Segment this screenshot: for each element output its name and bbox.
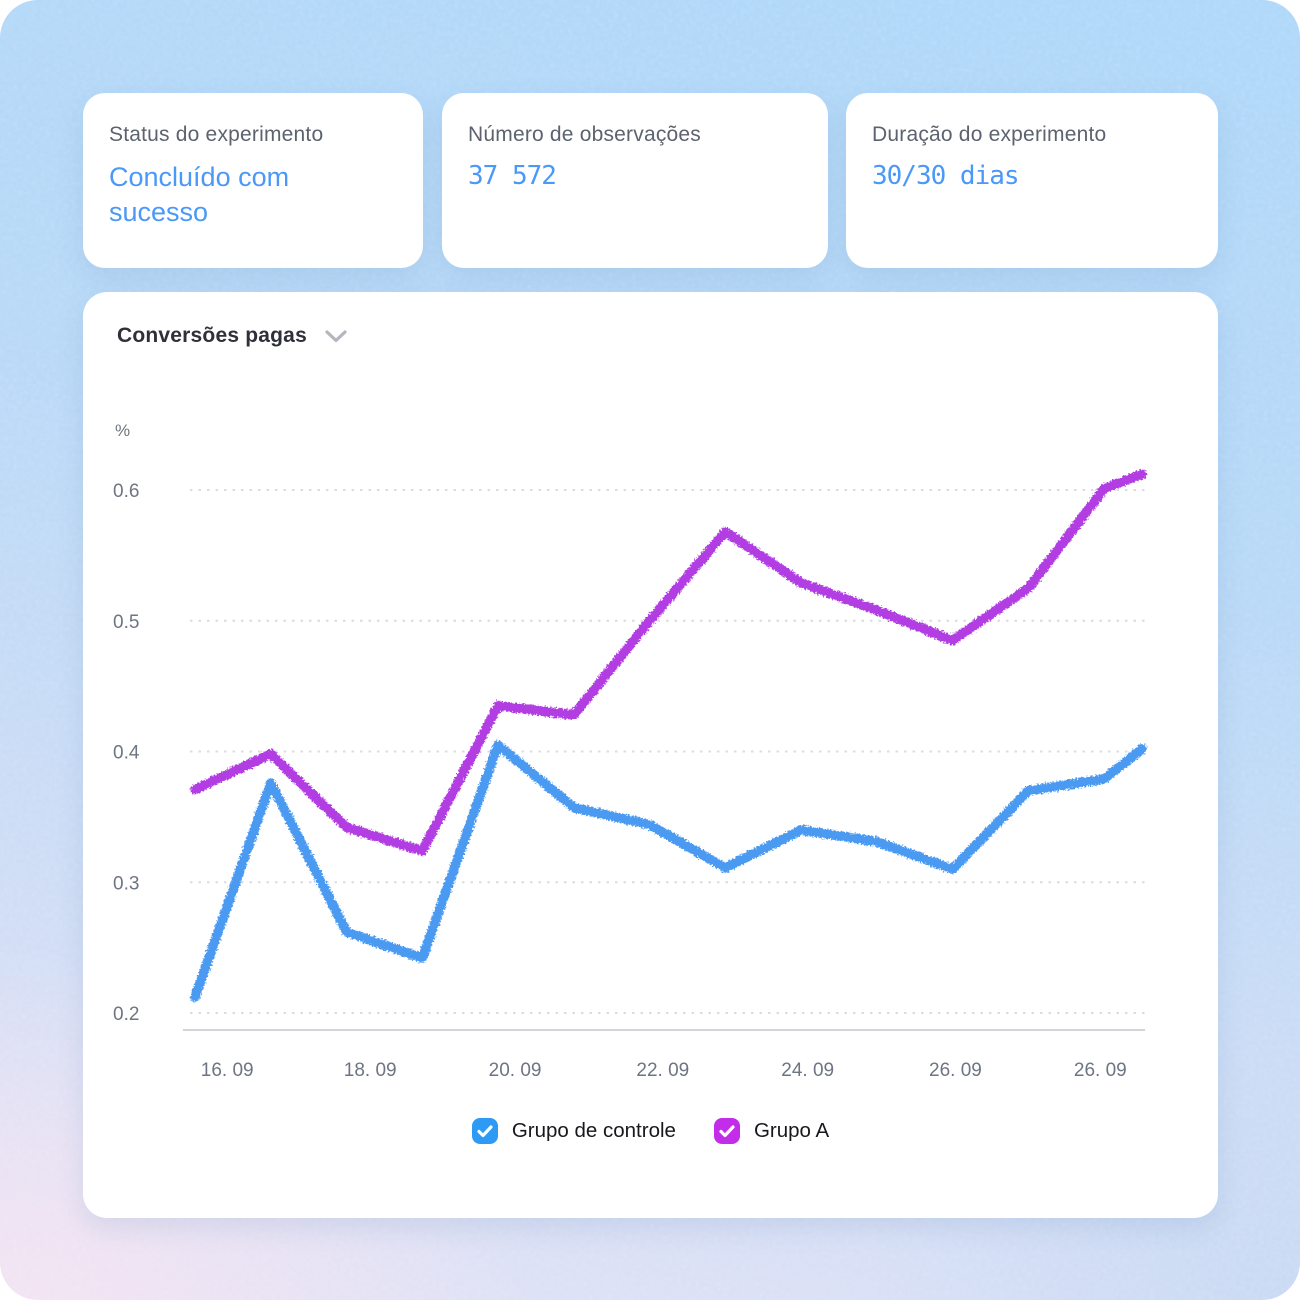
- chevron-down-icon[interactable]: [325, 329, 347, 343]
- x-tick-label: 16. 09: [201, 1060, 254, 1081]
- stat-card-duration: Duração do experimento 30/30 dias: [846, 93, 1218, 268]
- series-line-control: [190, 740, 1147, 1003]
- x-tick-label: 18. 09: [344, 1060, 397, 1081]
- stat-label: Duração do experimento: [872, 123, 1107, 146]
- x-tick-label: 20. 09: [489, 1060, 542, 1081]
- chart-title: Conversões pagas: [117, 324, 307, 347]
- stat-value-duration: 30/30 dias: [872, 161, 1020, 191]
- checkbox-checked-icon[interactable]: [713, 1118, 740, 1144]
- series-line-grupo-a: [190, 469, 1147, 856]
- y-axis-unit: %: [115, 421, 130, 440]
- legend-item-control[interactable]: Grupo de controle: [471, 1118, 676, 1144]
- stat-card-observations: Número de observações 37 572: [442, 93, 828, 268]
- y-tick-label: 0.2: [113, 1004, 139, 1025]
- y-tick-label: 0.4: [113, 743, 140, 764]
- stat-label: Número de observações: [468, 123, 701, 146]
- y-tick-label: 0.5: [113, 612, 139, 633]
- x-tick-label: 24. 09: [781, 1060, 834, 1081]
- y-tick-label: 0.6: [113, 481, 139, 502]
- stat-label: Status do experimento: [109, 123, 324, 146]
- x-tick-label: 26. 09: [1074, 1060, 1127, 1081]
- stat-value-observations: 37 572: [468, 161, 557, 191]
- x-tick-label: 26. 09: [929, 1060, 982, 1081]
- conversions-chart: 0.2 0.3 0.4 0.5 0.6 16. 09 18. 09 20. 09 22. 09 2…: [113, 421, 1147, 1081]
- chart-legend: Grupo de controle Grupo A: [83, 1118, 1218, 1144]
- legend-label-grupo-a: Grupo A: [753, 1119, 830, 1142]
- legend-label-control: Grupo de controle: [511, 1119, 676, 1142]
- x-tick-label: 22. 09: [636, 1060, 689, 1081]
- chart-header: Conversões pagas: [117, 324, 347, 348]
- checkbox-checked-icon[interactable]: [471, 1118, 498, 1144]
- y-tick-label: 0.3: [113, 873, 139, 894]
- stat-value-status: Concluído com sucesso: [109, 162, 290, 228]
- conversions-chart-card: Conversões pagas 0.2 0.3 0.4 0.5 0.6 16. 09 18…: [83, 292, 1218, 1218]
- stat-card-status: Status do experimento Concluído com suce…: [83, 93, 423, 268]
- legend-item-grupo-a[interactable]: Grupo A: [713, 1118, 830, 1144]
